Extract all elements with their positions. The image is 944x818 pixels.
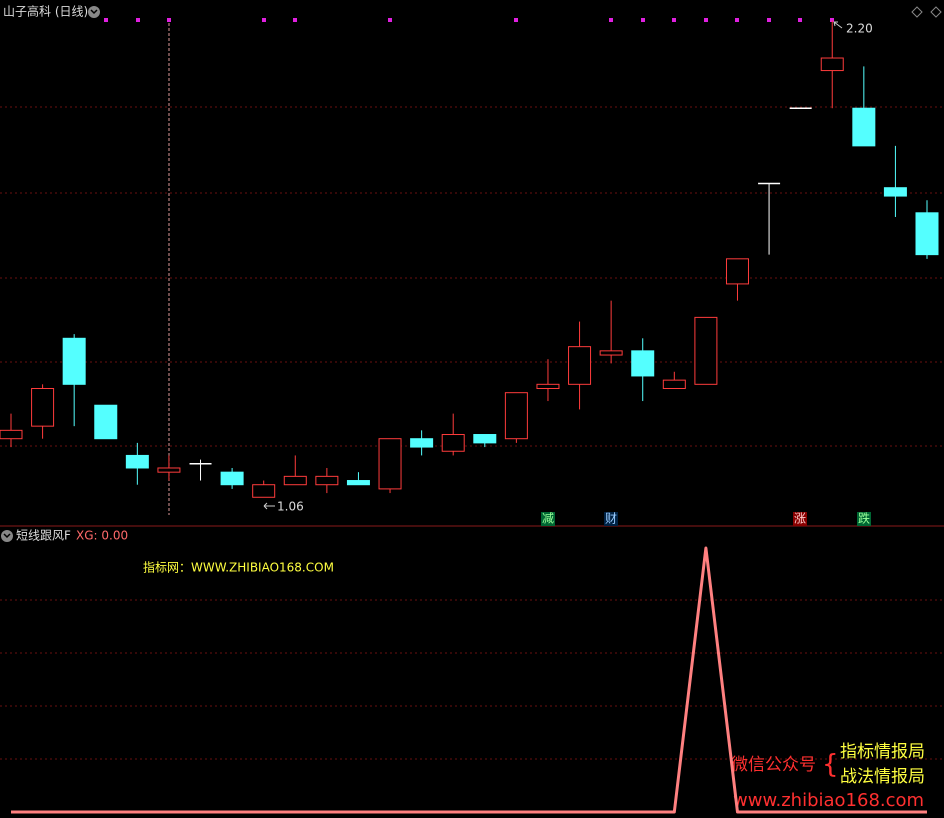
chart-title: 山子高科 (日线) [3, 4, 88, 19]
legend: XG: 0.00 [76, 529, 128, 543]
high-arrow [833, 21, 843, 29]
annotation-bg [857, 512, 871, 526]
annotation: 涨 [794, 511, 806, 526]
candle-body [631, 350, 655, 377]
indicator-line [11, 546, 927, 814]
candle-body [283, 475, 307, 486]
annotation-bg [541, 512, 555, 526]
signal-dots [104, 18, 834, 22]
candle-body [62, 337, 86, 385]
watermark-name: 战法情报局 [840, 767, 925, 787]
candle-body [504, 392, 528, 440]
watermark-url: www.zhibiao168.com [733, 790, 924, 811]
indicator-title: 短线跟风F [16, 529, 71, 543]
candle-body [410, 438, 434, 448]
candle-body [694, 316, 718, 385]
candle-body [852, 107, 876, 147]
low-arrow [263, 502, 275, 510]
subtitle: 指标网：WWW.ZHIBIAO168.COM [143, 560, 334, 575]
candle-body [473, 434, 497, 444]
candle-body [441, 434, 465, 452]
candle-body [662, 379, 686, 389]
high-label: 2.20 [846, 22, 873, 36]
low-label: 1.06 [277, 500, 304, 514]
candle-body [599, 350, 623, 356]
candle-body [915, 212, 939, 256]
annotation-bg [793, 512, 807, 526]
candle-body [346, 480, 370, 486]
settings-buttons[interactable] [911, 6, 942, 18]
candle-body [31, 388, 55, 427]
annotation: 减 [542, 512, 554, 526]
annotation: 财 [605, 512, 617, 526]
collapse-button[interactable] [1, 530, 13, 542]
candle-body [568, 346, 592, 385]
watermark-account: 微信公众号 [731, 755, 816, 775]
candle-body [94, 404, 118, 440]
candle-body [125, 454, 149, 469]
candle-body [315, 475, 339, 486]
candle-body [820, 57, 844, 72]
candle-body [220, 471, 244, 486]
candle-body [536, 383, 560, 390]
candle-body [725, 258, 749, 285]
grid [0, 106, 944, 760]
annotation: 跌 [858, 511, 870, 526]
candle-body [378, 438, 402, 490]
candle-body [252, 484, 276, 498]
collapse-button[interactable] [88, 6, 100, 18]
candle-body [883, 187, 907, 197]
candle-body [157, 467, 181, 473]
candle-body [0, 429, 23, 440]
watermark-brace: { [822, 750, 839, 780]
watermark-name: 指标情报局 [840, 742, 925, 762]
annotation-bg [604, 512, 618, 526]
